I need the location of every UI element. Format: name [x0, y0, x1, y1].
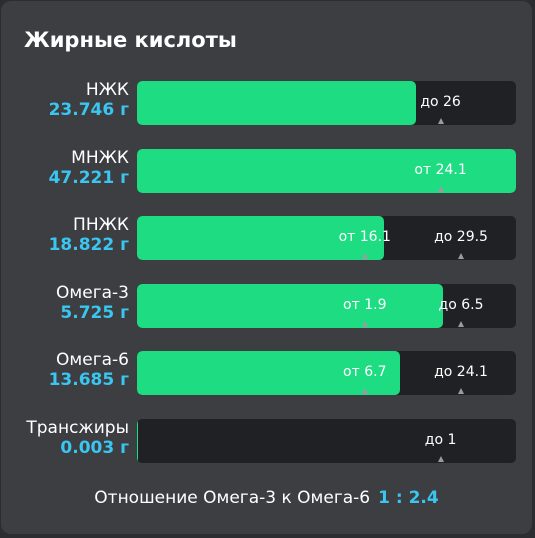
nutrient-amount: 23.746 г: [48, 100, 129, 120]
norm-marker-triangle-icon: [458, 321, 465, 327]
norm-marker-label: от 16.1: [338, 229, 391, 245]
nutrient-bar-track: от 16.1 до 29.5: [137, 216, 516, 260]
norm-marker-label: от 6.7: [343, 364, 387, 380]
nutrient-bar-fill: [137, 419, 139, 463]
nutrient-name: Омега-6: [56, 350, 129, 370]
nutrient-row: Омега-3 5.725 г от 1.9 до 6.5: [1, 283, 532, 329]
norm-marker-triangle-icon: [437, 186, 444, 192]
norm-marker-triangle-icon: [437, 118, 444, 124]
norm-marker-label: до 29.5: [434, 229, 488, 245]
nutrient-label: Трансжиры 0.003 г: [26, 418, 129, 458]
nutrient-name: Трансжиры: [26, 418, 129, 438]
omega-ratio-label: Отношение Омега-3 к Омега-6: [94, 488, 371, 508]
nutrient-label: Омега-6 13.685 г: [49, 350, 129, 390]
norm-marker-label: до 24.1: [434, 364, 488, 380]
nutrient-amount: 18.822 г: [48, 235, 129, 255]
nutrient-name: МНЖК: [71, 148, 129, 168]
nutrient-bar-track: до 26: [137, 81, 516, 125]
nutrient-bar-track: от 1.9 до 6.5: [137, 284, 516, 328]
norm-marker-label: до 1: [424, 432, 457, 448]
norm-marker-triangle-icon: [361, 388, 368, 394]
nutrient-bar-track: от 24.1: [137, 149, 516, 193]
nutrient-row: ПНЖК 18.822 г от 16.1 до 29.5: [1, 215, 532, 261]
nutrient-bar-fill: [137, 284, 443, 328]
nutrient-row: МНЖК 47.221 г от 24.1: [1, 148, 532, 194]
nutrient-row: НЖК 23.746 г до 26: [1, 80, 532, 126]
nutrient-label: МНЖК 47.221 г: [49, 148, 129, 188]
nutrient-row: Омега-6 13.685 г от 6.7 до 24.1: [1, 350, 532, 396]
panel-title: Жирные кислоты: [24, 28, 237, 52]
norm-marker-label: до 26: [420, 94, 461, 110]
nutrient-bar-fill: [137, 351, 401, 395]
nutrient-name: НЖК: [85, 80, 129, 100]
norm-marker-triangle-icon: [437, 456, 444, 462]
nutrient-label: НЖК 23.746 г: [49, 80, 129, 120]
nutrient-amount: 5.725 г: [60, 303, 129, 323]
nutrient-bar-track: до 1: [137, 419, 516, 463]
omega-ratio-value: 1 : 2.4: [378, 488, 439, 508]
nutrient-amount: 47.221 г: [48, 168, 129, 188]
nutrient-label: ПНЖК 18.822 г: [49, 215, 129, 255]
norm-marker-label: до 6.5: [438, 297, 484, 313]
nutrient-label: Омега-3 5.725 г: [56, 283, 129, 323]
nutrient-row: Трансжиры 0.003 г до 1: [1, 418, 532, 464]
norm-marker-label: от 24.1: [414, 162, 467, 178]
norm-marker-label: от 1.9: [343, 297, 387, 313]
nutrient-amount: 0.003 г: [60, 438, 129, 458]
nutrient-name: Омега-3: [56, 283, 129, 303]
nutrient-bar-track: от 6.7 до 24.1: [137, 351, 516, 395]
nutrient-name: ПНЖК: [73, 215, 129, 235]
nutrient-bar-fill: [137, 149, 516, 193]
omega-ratio: Отношение Омега-3 к Омега-6 1 : 2.4: [1, 488, 532, 508]
nutrient-amount: 13.685 г: [48, 370, 129, 390]
nutrient-bar-fill: [137, 216, 385, 260]
norm-marker-triangle-icon: [361, 321, 368, 327]
norm-marker-triangle-icon: [361, 253, 368, 259]
norm-marker-triangle-icon: [458, 253, 465, 259]
nutrient-bar-fill: [137, 81, 416, 125]
norm-marker-triangle-icon: [458, 388, 465, 394]
